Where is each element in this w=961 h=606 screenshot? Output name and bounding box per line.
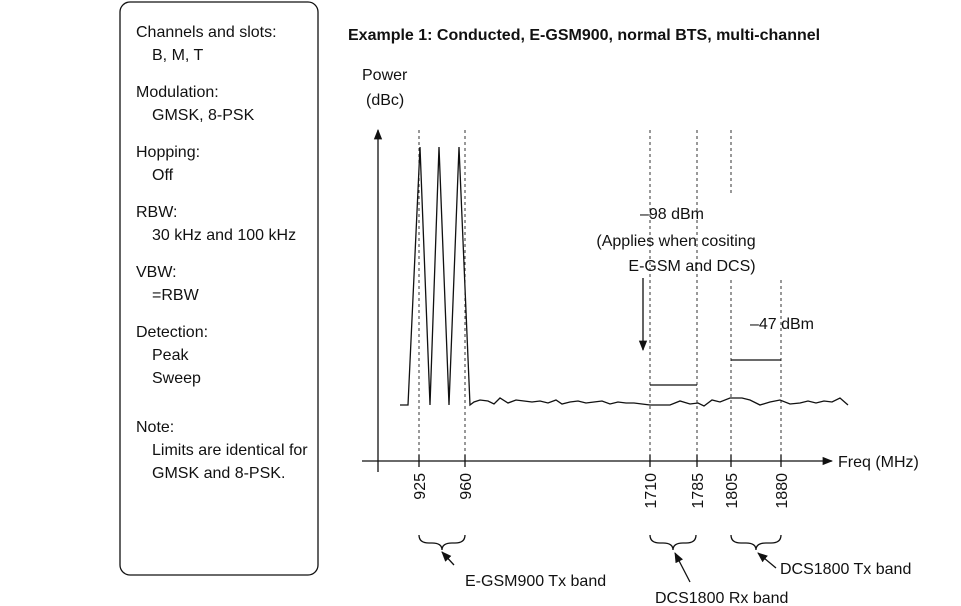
sidebar-value: Limits are identical for [152,442,308,459]
sidebar-value: GMSK, 8-PSK [152,107,255,124]
sidebar-heading: Note: [136,419,174,436]
grid [418,130,782,461]
band-label: DCS1800 Tx band [780,561,911,578]
spectrum [400,146,849,407]
freq-label: 1785 [690,473,707,509]
x-axis-label: Freq (MHz) [838,454,919,471]
freq-label: 1805 [724,473,741,509]
sidebar-value: Peak [152,347,189,364]
sidebar-value: B, M, T [152,47,203,64]
y-axis-label: (dBc) [366,92,404,109]
sidebar-heading: Detection: [136,324,208,341]
band-label: E-GSM900 Tx band [465,573,606,590]
sidebar-value: =RBW [152,287,200,304]
sidebar-value: Sweep [152,370,201,387]
freq-label: 960 [458,473,475,500]
sidebar-heading: RBW: [136,204,177,221]
sidebar-value: Off [152,167,174,184]
y-axis-label: Power [362,67,408,84]
sidebar: Channels and slots: B, M, T Modulation: GMS… [136,24,308,482]
freq-label: 925 [412,473,429,500]
sidebar-heading: Channels and slots: [136,24,277,41]
ticks [418,455,782,467]
sidebar-heading: VBW: [136,264,177,281]
sidebar-value: 30 kHz and 100 kHz [152,227,296,244]
annotation: E-GSM and DCS) [628,258,755,275]
braces [418,534,782,583]
sidebar-box [119,1,319,576]
annotation: (Applies when cositing [596,233,755,250]
sidebar-heading: Hopping: [136,144,200,161]
annotation: –98 dBm [640,206,704,223]
sidebar-heading: Modulation: [136,84,219,101]
freq-labels: 925 960 1710 1785 1805 1880 [412,473,791,509]
annotation: –47 dBm [750,316,814,333]
freq-label: 1880 [774,473,791,509]
sidebar-value: GMSK and 8-PSK. [152,465,285,482]
freq-label: 1710 [643,473,660,509]
title: Example 1: Conducted, E-GSM900, normal B… [348,27,820,44]
band-label: DCS1800 Rx band [655,590,788,606]
